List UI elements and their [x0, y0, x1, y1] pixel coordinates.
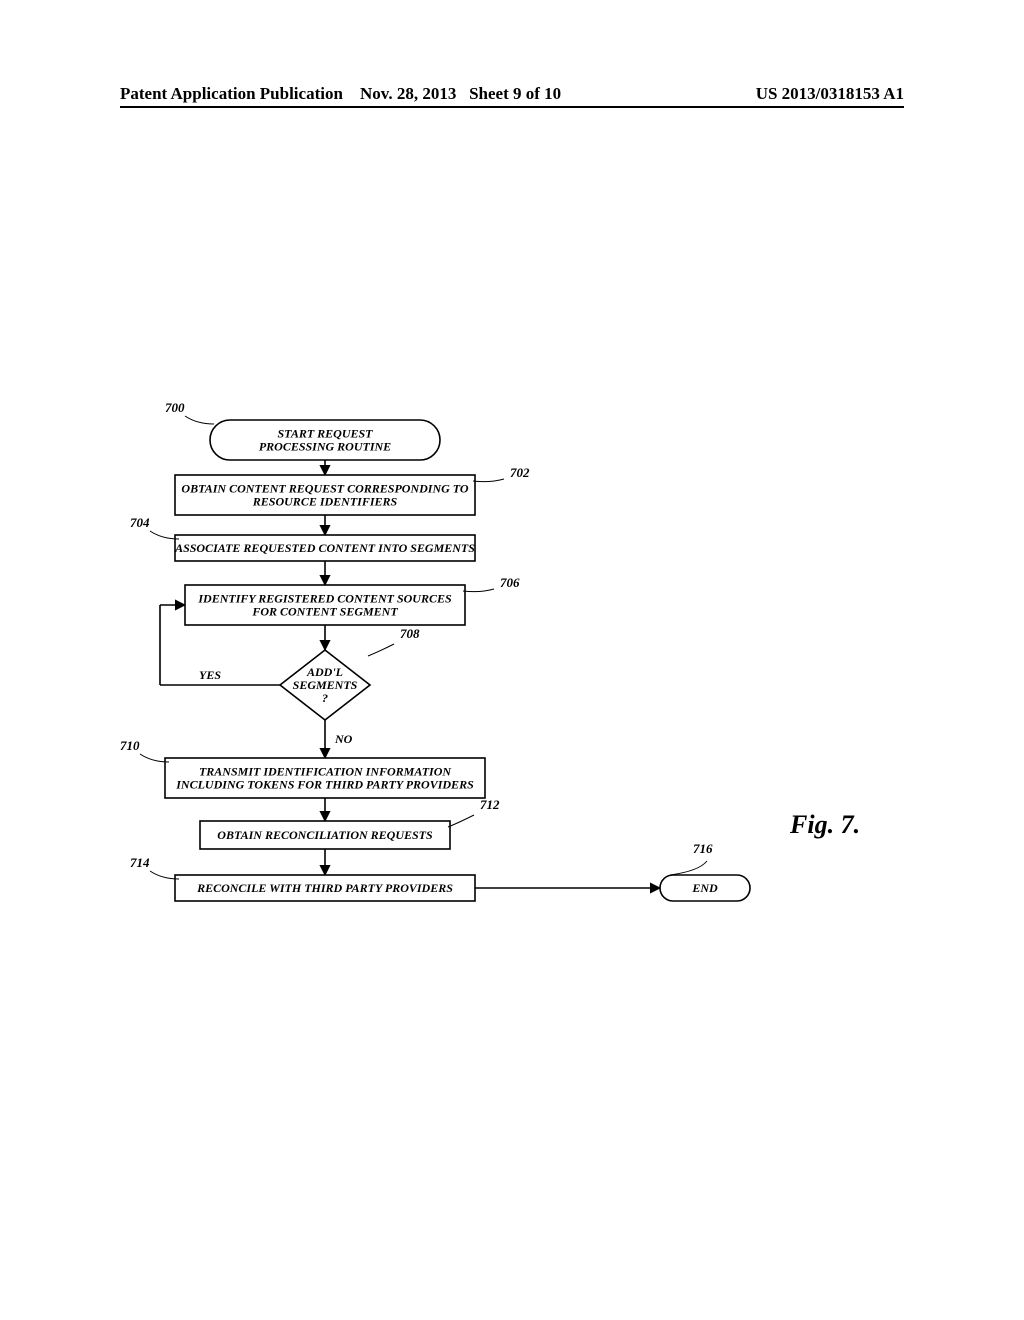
svg-text:YES: YES: [199, 668, 221, 682]
svg-text:714: 714: [130, 855, 150, 870]
svg-text:END: END: [691, 881, 718, 895]
svg-text:OBTAIN RECONCILIATION REQUESTS: OBTAIN RECONCILIATION REQUESTS: [217, 828, 433, 842]
svg-text:RESOURCE IDENTIFIERS: RESOURCE IDENTIFIERS: [252, 495, 398, 509]
flowchart-svg: NO YES START REQUESTPROCESSING ROUTINE OBT…: [0, 0, 1024, 1320]
svg-text:708: 708: [400, 626, 420, 641]
svg-text:SEGMENTS: SEGMENTS: [293, 678, 358, 692]
svg-text:710: 710: [120, 738, 140, 753]
svg-text:ASSOCIATE REQUESTED CONTENT IN: ASSOCIATE REQUESTED CONTENT INTO SEGMENT…: [174, 541, 475, 555]
svg-text:IDENTIFY REGISTERED CONTENT SO: IDENTIFY REGISTERED CONTENT SOURCES: [197, 592, 452, 606]
svg-text:ADD'L: ADD'L: [306, 665, 343, 679]
svg-text:712: 712: [480, 797, 500, 812]
patent-page: Patent Application Publication Nov. 28, …: [0, 0, 1024, 1320]
svg-text:706: 706: [500, 575, 520, 590]
svg-text:?: ?: [322, 691, 328, 705]
figure-label: Fig. 7.: [790, 810, 860, 840]
svg-text:RECONCILE WITH THIRD PARTY PRO: RECONCILE WITH THIRD PARTY PROVIDERS: [196, 881, 453, 895]
svg-text:INCLUDING TOKENS FOR THIRD PAR: INCLUDING TOKENS FOR THIRD PARTY PROVIDE…: [175, 778, 474, 792]
svg-text:FOR CONTENT SEGMENT: FOR CONTENT SEGMENT: [251, 605, 398, 619]
svg-text:PROCESSING ROUTINE: PROCESSING ROUTINE: [259, 440, 391, 454]
svg-text:704: 704: [130, 515, 150, 530]
svg-text:START REQUEST: START REQUEST: [277, 427, 373, 441]
svg-text:700: 700: [165, 400, 185, 415]
svg-text:OBTAIN CONTENT REQUEST CORRESP: OBTAIN CONTENT REQUEST CORRESPONDING TO: [181, 482, 468, 496]
svg-text:NO: NO: [334, 732, 353, 746]
svg-text:702: 702: [510, 465, 530, 480]
svg-text:716: 716: [693, 841, 713, 856]
svg-text:TRANSMIT IDENTIFICATION INFORM: TRANSMIT IDENTIFICATION INFORMATION: [199, 765, 452, 779]
